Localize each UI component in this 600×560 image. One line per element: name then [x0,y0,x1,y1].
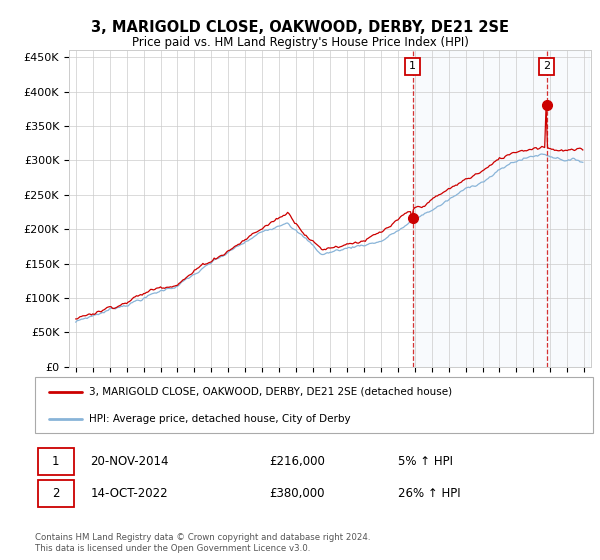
Text: Contains HM Land Registry data © Crown copyright and database right 2024.
This d: Contains HM Land Registry data © Crown c… [35,533,370,553]
Text: 5% ↑ HPI: 5% ↑ HPI [398,455,452,468]
Text: 26% ↑ HPI: 26% ↑ HPI [398,487,460,500]
Text: £380,000: £380,000 [269,487,325,500]
Text: £216,000: £216,000 [269,455,325,468]
Text: HPI: Average price, detached house, City of Derby: HPI: Average price, detached house, City… [89,414,351,424]
FancyBboxPatch shape [38,448,74,475]
Text: 2: 2 [52,487,59,500]
Text: 3, MARIGOLD CLOSE, OAKWOOD, DERBY, DE21 2SE: 3, MARIGOLD CLOSE, OAKWOOD, DERBY, DE21 … [91,20,509,35]
Text: 1: 1 [409,62,416,72]
Text: 14-OCT-2022: 14-OCT-2022 [91,487,168,500]
Text: 3, MARIGOLD CLOSE, OAKWOOD, DERBY, DE21 2SE (detached house): 3, MARIGOLD CLOSE, OAKWOOD, DERBY, DE21 … [89,387,452,397]
Text: 1: 1 [52,455,59,468]
FancyBboxPatch shape [38,480,74,507]
Text: 2: 2 [543,62,550,72]
Bar [413,50,589,367]
FancyBboxPatch shape [35,377,593,433]
Text: 20-NOV-2014: 20-NOV-2014 [91,455,169,468]
Text: Price paid vs. HM Land Registry's House Price Index (HPI): Price paid vs. HM Land Registry's House … [131,36,469,49]
